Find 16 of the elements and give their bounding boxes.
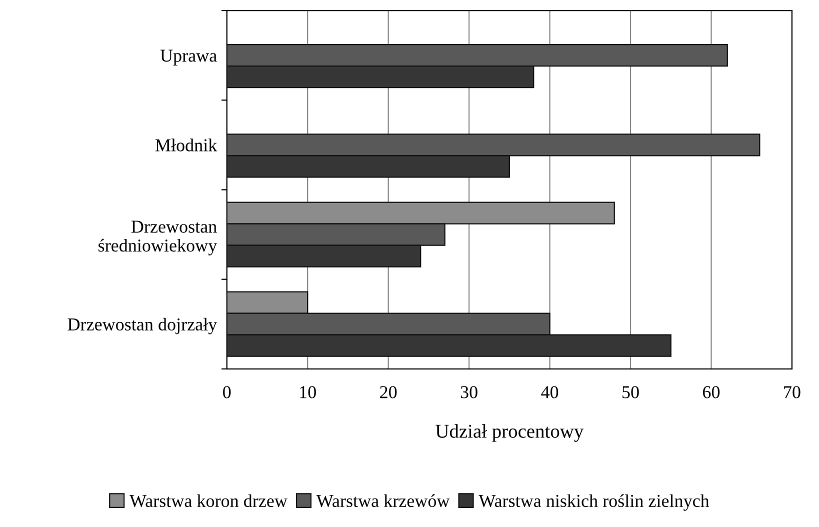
x-tick-label: 70 [784,386,800,398]
legend-label: Warstwa koron drzew [130,494,288,508]
x-tick-label: 50 [622,386,639,398]
x-tick-label: 30 [460,386,478,398]
x-axis-title: Udział procentowy [436,424,584,442]
x-tick-label: 60 [702,386,720,398]
x-tick-label: 40 [541,386,558,398]
y-tick-label: Drzewostan średniowiekowy [98,220,218,256]
x-tick-label: 10 [300,386,316,398]
y-tick-label: Uprawa [160,50,217,66]
y-tick-label: Drzewostan dojrzały [68,318,218,334]
x-tick-label: 20 [380,386,397,398]
x-tick-label: 0 [223,386,231,398]
legend-label: Warstwa niskich roślin zielnych [478,494,710,511]
legend-label: Warstwa krzewów [316,494,450,508]
y-tick-label: Młodnik [155,138,218,152]
